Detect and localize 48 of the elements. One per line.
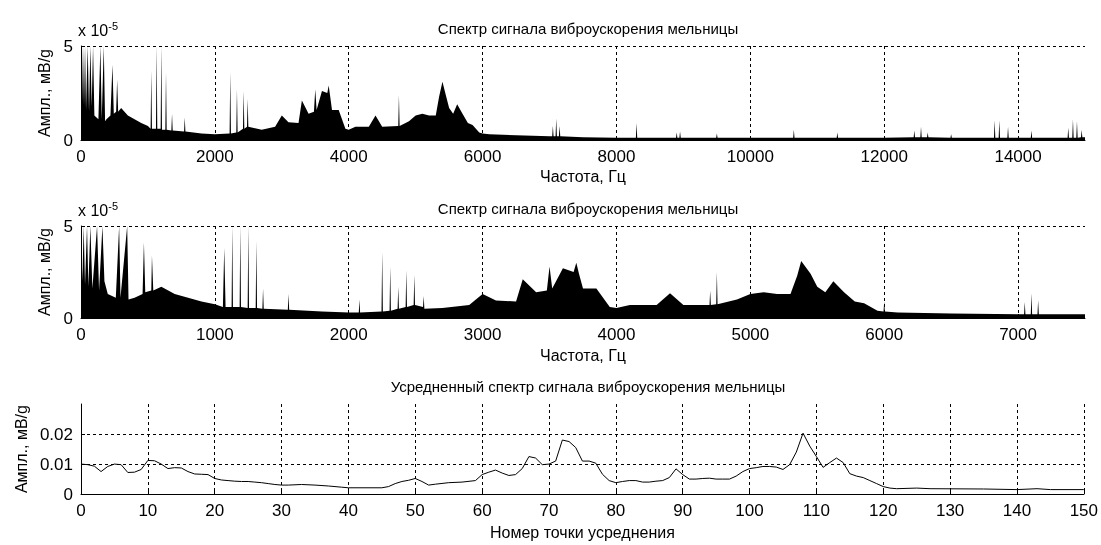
y-axis-title: Ампл., мВ/g <box>12 405 30 494</box>
x-tick-label: 4000 <box>597 325 636 344</box>
x-tick-label: 30 <box>272 501 292 521</box>
x-tick-label: 50 <box>405 501 425 521</box>
x-tick-label: 12000 <box>860 147 908 166</box>
y-tick-label: 0 <box>63 130 73 150</box>
x-tick-label: 70 <box>539 501 559 521</box>
x-tick-label: 14000 <box>994 147 1042 166</box>
y-axis-title: Ампл., мВ/g <box>36 48 54 138</box>
x-axis-title: Частота, Гц <box>539 167 627 185</box>
chart-title: Спектр сигнала виброускорения мельницы <box>437 20 739 37</box>
y-tick-label: 0 <box>63 484 73 504</box>
x-tick-label: 10000 <box>726 147 774 166</box>
x-tick-label: 100 <box>735 501 764 521</box>
x-axis-title: Частота, Гц <box>539 347 627 365</box>
x-tick-label: 20 <box>205 501 225 521</box>
x-tick-label: 2000 <box>195 147 234 166</box>
x-tick-label: 90 <box>673 501 693 521</box>
x-tick-label: 0 <box>76 501 86 521</box>
chart-title: Усредненный спектр сигнала виброускорения мельницы <box>390 378 786 395</box>
x-tick-label: 3000 <box>463 325 502 344</box>
x-tick-label: 60 <box>472 501 492 521</box>
x-tick-label: 130 <box>935 501 965 521</box>
y-tick-label: 0 <box>63 308 73 328</box>
x-tick-label: 10 <box>138 501 158 521</box>
y-axis-title: Ампл., мВ/g <box>36 227 54 317</box>
x-tick-label: 120 <box>869 501 898 521</box>
y-tick-label: 5 <box>63 36 73 56</box>
x-tick-label: 6000 <box>463 147 502 166</box>
x-tick-label: 4000 <box>329 147 368 166</box>
x-tick-label: 7000 <box>999 325 1037 344</box>
chart-title: Спектр сигнала виброускорения мельницы <box>437 200 739 217</box>
x-axis-title: Номер точки усреднения <box>489 523 675 541</box>
x-tick-label: 150 <box>1069 501 1099 521</box>
x-tick-label: 0 <box>76 325 86 344</box>
x-tick-label: 5000 <box>731 325 770 344</box>
x-tick-label: 8000 <box>597 147 636 166</box>
x-tick-label: 40 <box>338 501 358 521</box>
y-tick-label: 5 <box>63 216 73 236</box>
x-tick-label: 6000 <box>865 325 904 344</box>
y-tick-label: 0.02 <box>39 424 73 444</box>
x-tick-label: 2000 <box>329 325 368 344</box>
x-tick-label: 1000 <box>195 325 234 344</box>
x-tick-label: 80 <box>606 501 626 521</box>
x-tick-label: 110 <box>802 501 830 521</box>
y-tick-label: 0.01 <box>39 454 73 474</box>
x-tick-label: 0 <box>76 147 86 166</box>
x-tick-label: 140 <box>1002 501 1032 521</box>
